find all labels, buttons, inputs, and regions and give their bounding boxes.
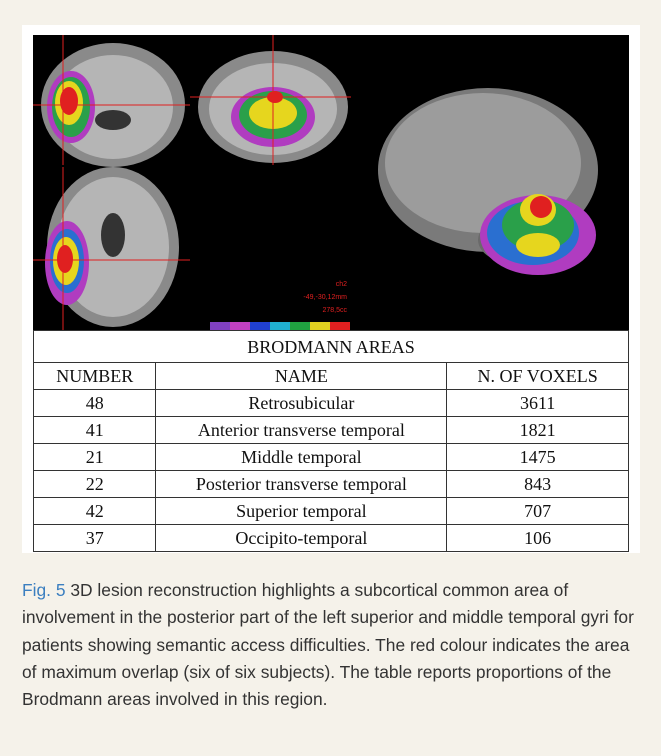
table-title: BRODMANN AREAS — [34, 331, 629, 363]
overlay-label: 278,5cc — [322, 307, 347, 314]
colorbar — [210, 322, 350, 330]
table-cell: 843 — [447, 471, 629, 498]
table-cell: Superior temporal — [156, 498, 447, 525]
page: ch2 -49,-30,12mm 278,5cc BRODMANN AREAS … — [0, 0, 661, 756]
table-cell: Anterior transverse temporal — [156, 417, 447, 444]
table-cell: Posterior transverse temporal — [156, 471, 447, 498]
column-header: NUMBER — [34, 363, 156, 390]
table-cell: 707 — [447, 498, 629, 525]
table-cell: 37 — [34, 525, 156, 552]
table-cell: Retrosubicular — [156, 390, 447, 417]
column-header: NAME — [156, 363, 447, 390]
table-cell: 106 — [447, 525, 629, 552]
overlay-label: ch2 — [336, 281, 347, 288]
table-cell: 1821 — [447, 417, 629, 444]
table-cell: 42 — [34, 498, 156, 525]
table-cell: 22 — [34, 471, 156, 498]
table-cell: 3611 — [447, 390, 629, 417]
table-cell: 21 — [34, 444, 156, 471]
table-cell: Middle temporal — [156, 444, 447, 471]
table-cell: Occipito-temporal — [156, 525, 447, 552]
column-header: N. OF VOXELS — [447, 363, 629, 390]
caption-text: 3D lesion reconstruction highlights a su… — [22, 580, 634, 709]
caption: Fig. 5 3D lesion reconstruction highligh… — [22, 577, 647, 713]
table-cell: 48 — [34, 390, 156, 417]
table-cell: 1475 — [447, 444, 629, 471]
brain-images: ch2 -49,-30,12mm 278,5cc — [33, 35, 629, 331]
overlay-label: -49,-30,12mm — [303, 294, 347, 301]
table-cell: 41 — [34, 417, 156, 444]
caption-label: Fig. 5 — [22, 580, 66, 600]
